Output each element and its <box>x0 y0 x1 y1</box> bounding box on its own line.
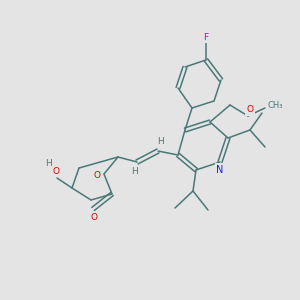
Text: CH₃: CH₃ <box>267 100 283 109</box>
Text: H: H <box>130 167 137 176</box>
Text: O: O <box>52 167 59 176</box>
Text: N: N <box>216 165 224 175</box>
Text: H: H <box>45 160 51 169</box>
Text: H: H <box>157 136 164 146</box>
Text: O: O <box>94 172 100 181</box>
Text: F: F <box>203 32 208 41</box>
Text: O: O <box>247 106 254 115</box>
Text: O: O <box>91 212 98 221</box>
